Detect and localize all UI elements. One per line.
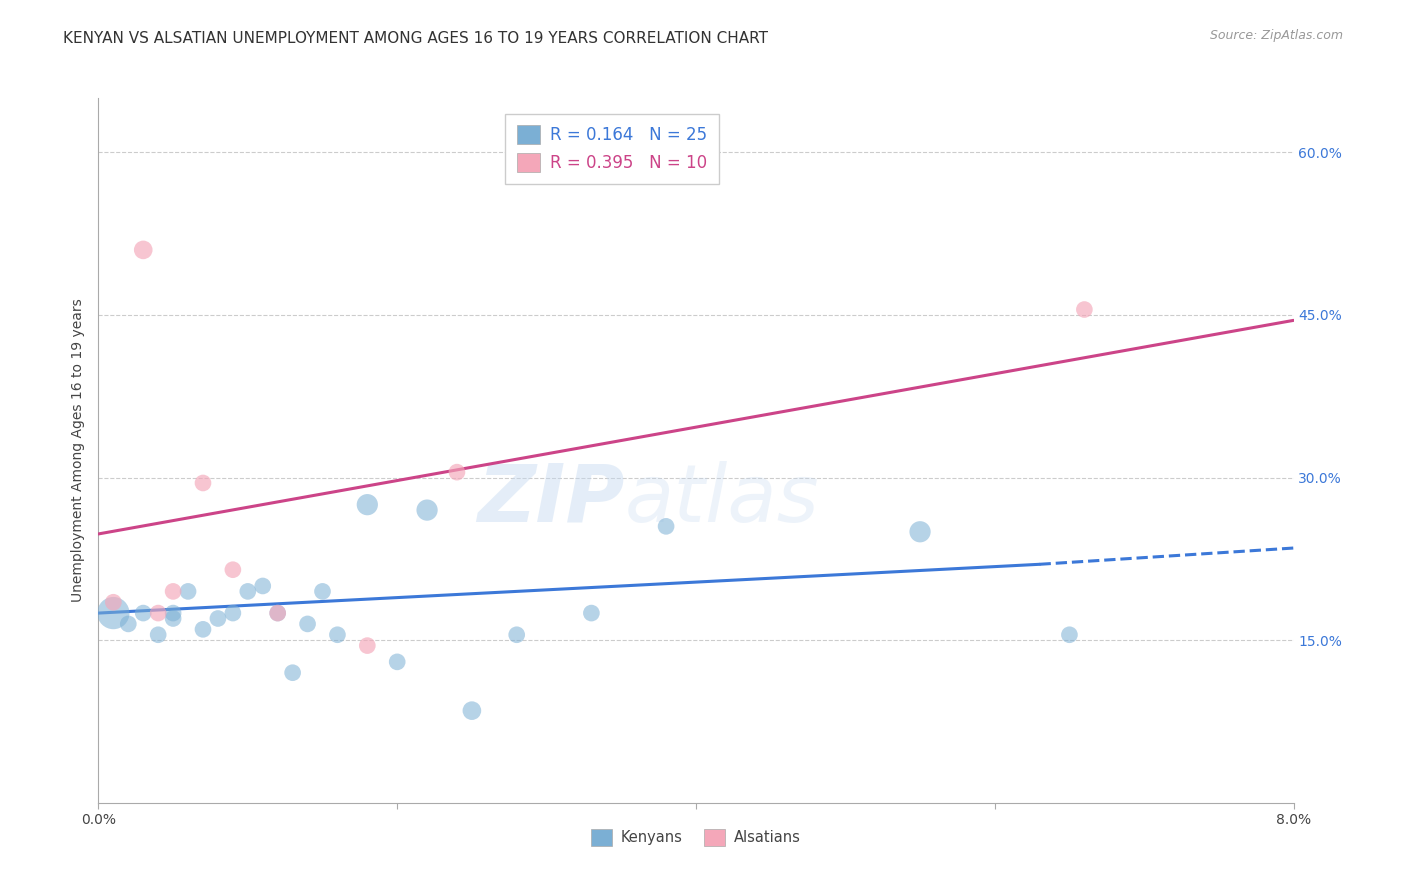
Point [148,606,170,620]
Point [297,616,319,631]
Point [222,563,245,577]
Point [103,595,125,609]
Point [908,524,931,539]
Point [416,503,439,517]
Point [267,606,290,620]
Text: KENYAN VS ALSATIAN UNEMPLOYMENT AMONG AGES 16 TO 19 YEARS CORRELATION CHART: KENYAN VS ALSATIAN UNEMPLOYMENT AMONG AG… [63,31,768,46]
Point [162,611,184,625]
Point [103,606,125,620]
Point [148,628,170,642]
Point [177,584,200,599]
Point [1073,302,1095,317]
Text: atlas: atlas [624,461,820,539]
Point [581,606,603,620]
Point [311,584,333,599]
Point [191,623,214,637]
Point [222,606,245,620]
Point [132,606,155,620]
Point [446,465,468,479]
Point [1059,628,1081,642]
Point [356,498,378,512]
Point [326,628,349,642]
Legend: Kenyans, Alsatians: Kenyans, Alsatians [586,823,806,852]
Point [267,606,290,620]
Text: Source: ZipAtlas.com: Source: ZipAtlas.com [1209,29,1343,42]
Point [252,579,274,593]
Point [207,611,229,625]
Point [281,665,304,680]
Point [132,243,155,257]
Point [117,616,139,631]
Point [655,519,678,533]
Y-axis label: Unemployment Among Ages 16 to 19 years: Unemployment Among Ages 16 to 19 years [70,299,84,602]
Text: ZIP: ZIP [477,461,624,539]
Point [162,606,184,620]
Point [385,655,409,669]
Point [356,639,378,653]
Point [461,704,484,718]
Point [506,628,529,642]
Point [162,584,184,599]
Point [236,584,259,599]
Point [191,475,214,490]
